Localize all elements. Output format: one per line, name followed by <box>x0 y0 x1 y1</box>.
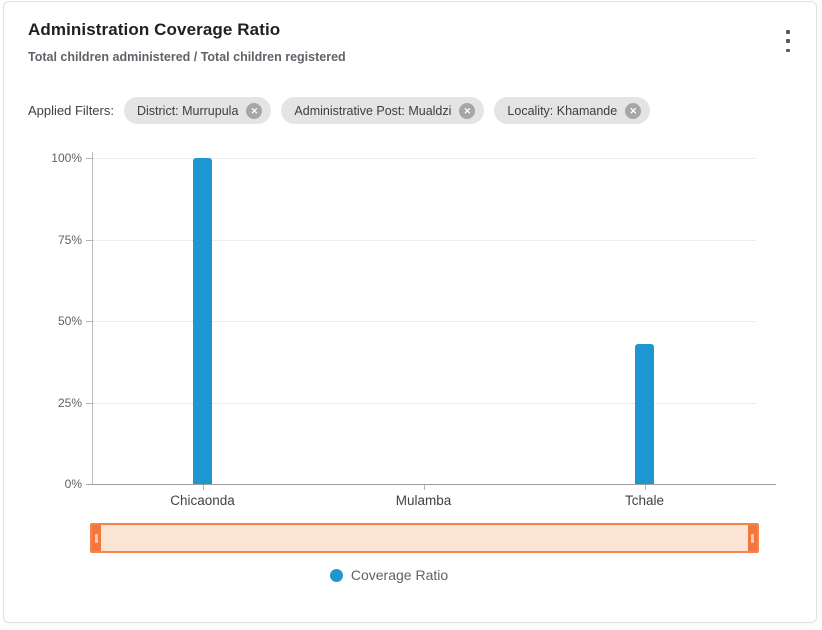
legend-marker-icon <box>329 568 343 582</box>
y-axis-tick-label: 100% <box>51 151 82 165</box>
x-axis-line <box>88 484 776 485</box>
y-axis-tick-mark <box>86 158 92 159</box>
y-axis-tick-label: 0% <box>64 477 82 491</box>
range-handle-left[interactable] <box>92 525 101 551</box>
x-axis-category-label: Mulamba <box>395 493 452 508</box>
filter-chip-label: Locality: Khamande <box>507 103 618 118</box>
range-handle-right[interactable] <box>748 525 757 551</box>
chart-subtitle: Total children administered / Total chil… <box>28 50 346 64</box>
x-axis-tick-mark <box>423 485 425 490</box>
bar-tchale[interactable] <box>635 344 654 484</box>
filter-chip-administrative-post[interactable]: Administrative Post: Mualdzi ✕ <box>281 97 485 124</box>
applied-filters-label: Applied Filters: <box>28 103 114 118</box>
applied-filters-bar: Applied Filters: District: Murrupula ✕ A… <box>28 97 651 124</box>
x-axis-category-label: Chicaonda <box>170 493 235 508</box>
close-icon[interactable]: ✕ <box>459 102 476 119</box>
grip-icon <box>95 533 98 543</box>
filter-chip-label: District: Murrupula <box>136 103 239 118</box>
y-axis-tick-mark <box>86 321 92 322</box>
y-axis-line <box>92 152 93 484</box>
x-axis-category-label: Tchale <box>624 493 665 508</box>
x-axis-tick-mark <box>202 485 204 490</box>
y-axis-tick-label: 50% <box>57 314 82 328</box>
y-axis-tick-mark <box>86 239 92 241</box>
filter-chip-district[interactable]: District: Murrupula ✕ <box>123 97 272 124</box>
filter-chip-label: Administrative Post: Mualdzi <box>294 103 452 118</box>
gridline <box>93 402 755 404</box>
page-title: Administration Coverage Ratio <box>28 20 281 39</box>
gridline <box>93 239 755 241</box>
legend-label: Coverage Ratio <box>350 567 449 583</box>
close-icon[interactable]: ✕ <box>246 102 263 119</box>
grip-icon <box>751 533 754 543</box>
bar-chicaonda[interactable] <box>193 158 212 484</box>
y-axis-tick-label: 25% <box>57 395 82 410</box>
gridline <box>93 321 755 322</box>
x-axis-tick-mark <box>644 485 646 490</box>
gridline <box>93 158 755 159</box>
range-selector[interactable] <box>90 523 759 553</box>
y-axis-tick-mark <box>86 402 92 404</box>
legend-item-coverage-ratio[interactable]: Coverage Ratio <box>4 567 774 583</box>
close-icon[interactable]: ✕ <box>625 102 642 119</box>
chart-card: Administration Coverage Ratio Total chil… <box>3 1 817 623</box>
y-axis-tick-label: 75% <box>57 232 82 247</box>
bar-chart: 100% 75% 50% 25% 0% Chicaonda Mulamba Tchale <box>4 142 822 512</box>
filter-chip-locality[interactable]: Locality: Khamande ✕ <box>494 97 651 124</box>
kebab-menu-icon[interactable] <box>778 28 798 54</box>
